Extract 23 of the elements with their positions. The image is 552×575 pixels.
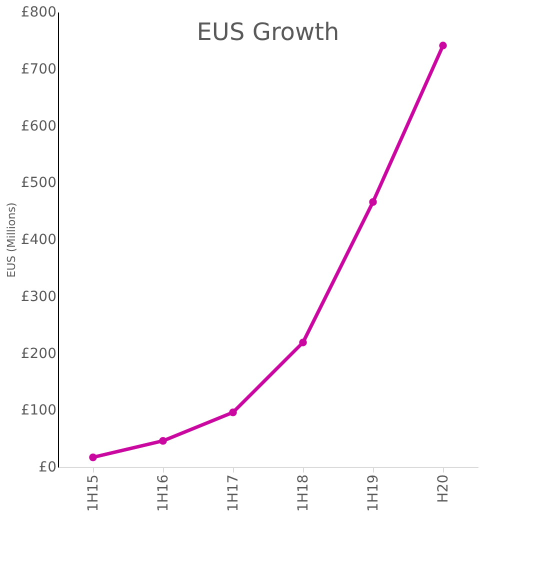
x-tick-label: 1H15 — [86, 474, 102, 512]
point — [439, 42, 447, 50]
point — [299, 338, 307, 346]
x-tick-label: 1H17 — [226, 474, 242, 512]
y-tick-label: £300 — [20, 288, 56, 305]
y-tick-label: £400 — [20, 232, 56, 248]
y-tick-label: £700 — [20, 61, 56, 78]
point — [159, 436, 167, 445]
y-tick-label: £100 — [20, 402, 56, 419]
x-tick-label: 1H16 — [156, 474, 172, 512]
x-tick-label: H20 — [436, 474, 452, 503]
point — [89, 453, 97, 462]
y-tick-label: £0 — [38, 460, 56, 476]
point — [369, 198, 377, 206]
x-tick-label: 1H18 — [296, 474, 312, 512]
y-tick-label: £600 — [20, 118, 56, 134]
y-tick-label: £200 — [20, 346, 56, 362]
y-tick-label: £800 — [20, 4, 56, 20]
point — [229, 408, 237, 416]
chart-title: EUS Growth — [196, 18, 340, 46]
y-axis-title: EUS (Millions) — [4, 202, 18, 278]
x-tick-label: 1H19 — [366, 474, 382, 512]
y-tick-label: £500 — [20, 175, 56, 192]
